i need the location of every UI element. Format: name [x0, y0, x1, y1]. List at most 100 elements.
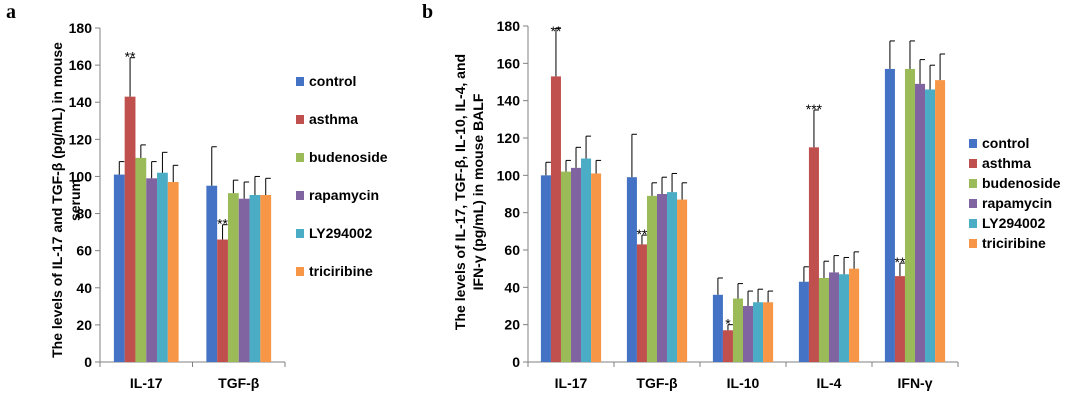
panel-b-significance-label: **: [636, 226, 647, 242]
panel-b-bar-rapamycin: [915, 83, 926, 362]
panel-a-significance-label: **: [125, 49, 136, 65]
panel-b-legend-swatch-rapamycin: [969, 199, 977, 208]
panel-a-legend-label-LY294002: LY294002: [309, 225, 373, 241]
panel-a-bar-LY294002: [249, 195, 261, 362]
panel-b-bar-budenoside: [560, 171, 571, 362]
panel-b-ylabel-line2: IFN-γ (pg/mL) in mouse BALF: [470, 93, 486, 290]
panel-b-legend-label-LY294002: LY294002: [982, 215, 1046, 231]
panel-a-ytick-label: 0: [84, 354, 92, 370]
panel-b-ytick-label: 100: [497, 167, 521, 183]
panel-b-letter: b: [422, 1, 433, 23]
panel-b-significance-label: **: [894, 254, 905, 270]
panel-b-bar-rapamycin: [743, 306, 754, 362]
panel-b-bar-control: [540, 175, 551, 362]
panel-b-ytick-label: 20: [504, 317, 520, 333]
panel-a-significance-label: **: [217, 216, 228, 232]
panel-b-category-label: IL-10: [727, 375, 760, 391]
panel-b-bar-control: [798, 281, 809, 362]
panel-b-legend-swatch-triciribine: [969, 239, 977, 248]
panel-b-legend-label-budenoside: budenoside: [982, 175, 1061, 191]
panel-b-bar-triciribine: [763, 302, 774, 362]
panel-b-bar-control: [712, 294, 723, 362]
panel-a-category-label: IL-17: [130, 375, 163, 391]
panel-b-significance-label: ***: [806, 101, 823, 117]
panel-b-bar-asthma: [550, 76, 561, 363]
panel-b-category-label: TGF-β: [636, 375, 678, 391]
panel-a-legend-swatch-control: [296, 77, 304, 86]
panel-b-legend-swatch-budenoside: [969, 179, 977, 188]
panel-b-ytick-label: 40: [504, 279, 520, 295]
panel-a-bar-LY294002: [157, 172, 168, 362]
panel-a-bar-asthma: [217, 239, 228, 362]
panel-a-legend-label-control: control: [309, 73, 356, 89]
panel-a-legend-swatch-budenoside: [296, 153, 304, 162]
panel-b-ytick-label: 120: [497, 130, 521, 146]
panel-b-ytick-label: 160: [497, 55, 521, 71]
panel-a-legend-label-asthma: asthma: [309, 111, 358, 127]
panel-a-ylabel-line2: serum: [67, 179, 83, 221]
panel-a-ytick-label: 60: [76, 243, 92, 259]
panel-a-bar-rapamycin: [238, 198, 250, 362]
panel-a-legend-label-triciribine: triciribine: [309, 263, 373, 279]
panel-b-ytick-label: 80: [504, 205, 520, 221]
panel-b-ylabel-line1: The levels of IL-17, TGF-β, IL-10, IL-4,…: [452, 54, 468, 330]
panel-b-legend-label-control: control: [982, 135, 1029, 151]
panel-b-ytick-label: 60: [504, 242, 520, 258]
panel-a-ytick-label: 140: [69, 94, 93, 110]
panel-a-ytick-label: 40: [76, 280, 92, 296]
panel-b-bar-triciribine: [849, 268, 860, 362]
panel-a-letter: a: [6, 1, 16, 23]
panel-b-bar-LY294002: [925, 89, 936, 362]
panel-b-bar-LY294002: [581, 158, 592, 362]
panel-a-category-label: TGF-β: [218, 375, 260, 391]
panel-a-ytick-label: 20: [76, 317, 92, 333]
panel-b-bar-rapamycin: [657, 194, 668, 362]
panel-a-legend-swatch-rapamycin: [296, 191, 304, 200]
panel-b-legend-swatch-control: [969, 139, 977, 148]
panel-b-ytick-label: 140: [497, 93, 521, 109]
panel-a-ytick-label: 180: [69, 20, 93, 36]
panel-b-bar-asthma: [808, 147, 819, 362]
panel-a-ytick-label: 100: [69, 168, 93, 184]
panel-b-category-label: IFN-γ: [898, 375, 933, 391]
panel-a-ytick-label: 160: [69, 57, 93, 73]
panel-b-bar-control: [884, 68, 895, 362]
panel-a-legend-swatch-LY294002: [296, 229, 304, 238]
panel-a-bar-budenoside: [135, 157, 147, 362]
panel-b-bar-LY294002: [753, 302, 764, 362]
panel-b-bar-rapamycin: [829, 272, 840, 362]
panel-b-bar-rapamycin: [571, 167, 582, 362]
panel-a-bar-control: [206, 185, 218, 362]
panel-b-bar-LY294002: [839, 274, 850, 362]
panel-b-chart: b The levels of IL-17, TGF-β, IL-10, IL-…: [422, 1, 1061, 391]
panel-b-legend-label-rapamycin: rapamycin: [982, 195, 1052, 211]
panel-a-legend-swatch-asthma: [296, 115, 304, 124]
panel-b-legend-label-triciribine: triciribine: [982, 235, 1046, 251]
panel-a-legend-label-budenoside: budenoside: [309, 149, 388, 165]
panel-a-ylabel-line1: The levels of IL-17 and TGF-β (pg/mL) in…: [49, 42, 65, 358]
panel-a-bar-control: [113, 174, 125, 362]
panel-b-bar-triciribine: [677, 199, 688, 362]
panel-b-bar-asthma: [722, 330, 733, 362]
panel-b-bar-control: [626, 177, 637, 362]
panel-a-bar-triciribine: [167, 182, 179, 362]
panel-b-bar-asthma: [636, 244, 647, 362]
panel-b-bar-asthma: [894, 276, 905, 362]
panel-a-chart: a The levels of IL-17 and TGF-β (pg/mL) …: [6, 1, 388, 391]
panel-b-ytick-label: 180: [497, 18, 521, 34]
panel-a-ytick-label: 80: [76, 206, 92, 222]
panel-a-bar-triciribine: [260, 195, 272, 362]
panel-a-bar-budenoside: [227, 193, 239, 362]
panel-b-category-label: IL-17: [555, 375, 588, 391]
panel-b-bar-triciribine: [935, 80, 946, 362]
panel-b-bar-LY294002: [667, 192, 678, 362]
panel-a-legend-label-rapamycin: rapamycin: [309, 187, 379, 203]
panel-b-legend-swatch-LY294002: [969, 219, 977, 228]
panel-b-bar-budenoside: [732, 298, 743, 362]
panel-b-legend-swatch-asthma: [969, 159, 977, 168]
panel-b-bar-budenoside: [646, 195, 657, 362]
panel-b-category-label: IL-4: [817, 375, 842, 391]
panel-a-ytick-label: 120: [69, 131, 93, 147]
panel-b-ytick-label: 0: [512, 354, 520, 370]
